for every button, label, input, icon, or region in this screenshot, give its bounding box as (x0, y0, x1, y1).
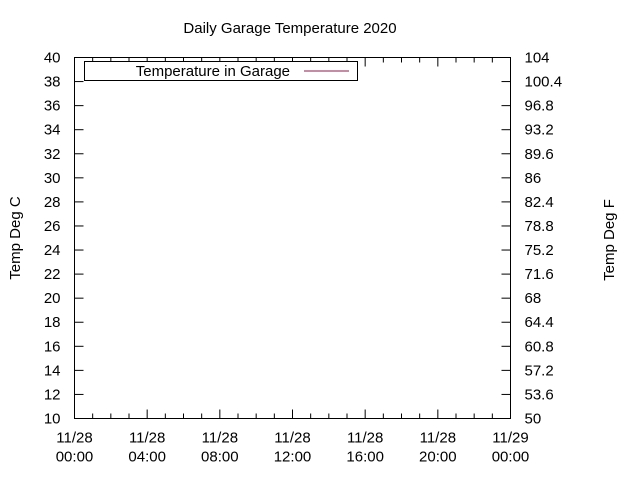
x-tick-time: 04:00 (128, 449, 166, 466)
legend: Temperature in Garage (84, 61, 358, 81)
y2-tick-label: 75.2 (525, 242, 554, 259)
y2-tick-label: 53.6 (525, 386, 554, 403)
x-tick-date: 11/29 (492, 430, 528, 447)
x-tick-date: 11/28 (129, 430, 165, 447)
y2-tick-label: 71.6 (525, 266, 554, 283)
y-tick-label: 36 (44, 98, 61, 115)
y-tick-label: 40 (44, 50, 61, 67)
x-tick-time: 16:00 (346, 449, 384, 466)
y-tick-label: 12 (44, 386, 61, 403)
plot-area-frame (74, 57, 511, 419)
y2-tick-label: 89.6 (525, 146, 554, 163)
y2-tick-label: 104 (525, 50, 550, 67)
y2-tick-label: 50 (525, 411, 542, 428)
y-tick-label: 22 (44, 266, 61, 283)
legend-label: Temperature in Garage (136, 63, 290, 80)
x-tick-time: 00:00 (492, 449, 530, 466)
y-tick-label: 18 (44, 314, 61, 331)
y2-tick-label: 96.8 (525, 98, 554, 115)
y2-tick-label: 93.2 (525, 122, 554, 139)
y-tick-label: 10 (44, 411, 61, 428)
y2-tick-label: 60.8 (525, 338, 554, 355)
y-tick-label: 26 (44, 218, 61, 235)
y-axis-label: Temp Deg C (7, 196, 24, 280)
y2-tick-label: 68 (525, 290, 542, 307)
y2-tick-label: 82.4 (525, 194, 554, 211)
x-tick-time: 00:00 (56, 449, 94, 466)
x-tick-date: 11/28 (56, 430, 92, 447)
y-tick-label: 14 (44, 362, 61, 379)
y2-tick-label: 78.8 (525, 218, 554, 235)
y-tick-label: 16 (44, 338, 61, 355)
y2-axis-label: Temp Deg F (601, 199, 618, 281)
x-tick-date: 11/28 (347, 430, 383, 447)
y-tick-label: 38 (44, 74, 61, 91)
y-tick-label: 32 (44, 146, 61, 163)
y2-tick-label: 57.2 (525, 362, 554, 379)
x-tick-date: 11/28 (202, 430, 238, 447)
chart-title: Daily Garage Temperature 2020 (183, 20, 396, 37)
x-tick-date: 11/28 (420, 430, 456, 447)
y-tick-label: 28 (44, 194, 61, 211)
x-tick-time: 08:00 (201, 449, 239, 466)
y2-tick-label: 86 (525, 170, 542, 187)
y-tick-label: 30 (44, 170, 61, 187)
legend-box (84, 61, 358, 81)
y-tick-label: 34 (44, 122, 61, 139)
y2-tick-label: 64.4 (525, 314, 554, 331)
x-tick-time: 12:00 (274, 449, 312, 466)
y-tick-label: 24 (44, 242, 61, 259)
x-tick-time: 20:00 (419, 449, 457, 466)
y-tick-label: 20 (44, 290, 61, 307)
y2-tick-label: 100.4 (525, 74, 563, 91)
x-tick-date: 11/28 (274, 430, 310, 447)
